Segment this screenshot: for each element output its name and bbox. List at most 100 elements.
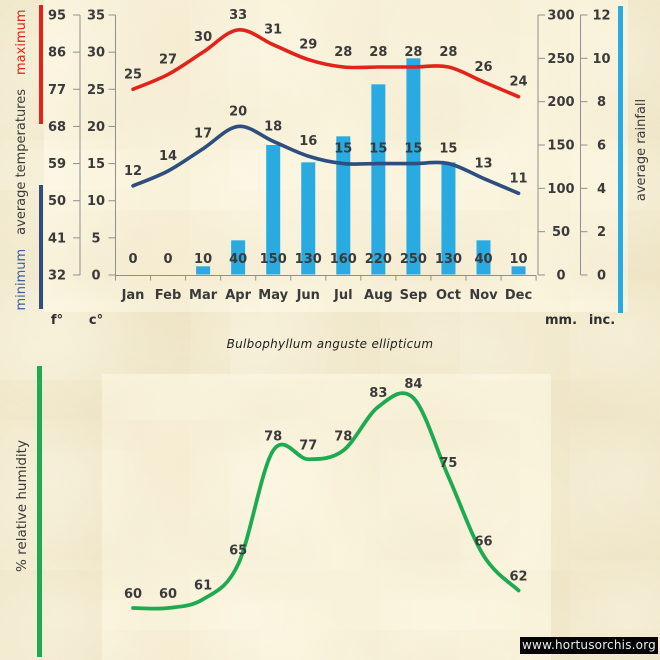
c-tick-label: 30: [87, 46, 105, 61]
month-label: Nov: [469, 288, 498, 303]
f-tick-label: 41: [48, 231, 66, 246]
rainfall-value-label: 130: [295, 252, 322, 267]
humidity-axis-legend: % relative humidity: [14, 440, 30, 572]
c-tick-label: 25: [87, 83, 105, 98]
minimum-label: minimum: [13, 248, 29, 311]
inc-tick-label: 10: [592, 52, 610, 67]
humidity-value-label: 78: [264, 430, 282, 445]
humidity-value-label: 78: [334, 430, 352, 445]
max-temp-value-label: 27: [159, 52, 177, 67]
max-temp-value-label: 28: [334, 45, 352, 60]
inc-tick-label: 8: [597, 95, 606, 110]
top-chart-panel: [44, 0, 628, 312]
humidity-key-bar: [37, 366, 42, 657]
humidity-value-label: 77: [299, 438, 317, 453]
min-temp-value-label: 12: [124, 164, 142, 179]
c-tick-label: 15: [87, 157, 105, 172]
humidity-value-label: 60: [124, 587, 142, 602]
humidity-value-label: 60: [159, 587, 177, 602]
month-label: Jan: [121, 288, 145, 303]
c-tick-label: 35: [87, 9, 105, 24]
f-tick-label: 86: [48, 46, 66, 61]
mm-tick-label: 100: [547, 182, 574, 197]
bottom-chart-panel: [102, 374, 551, 660]
max-temp-key-bar: [39, 5, 43, 124]
rainfall-bar: [371, 84, 386, 275]
mm-tick-label: 150: [547, 139, 574, 154]
humidity-value-label: 75: [439, 456, 457, 471]
max-temp-value-label: 24: [510, 75, 528, 90]
mm-tick-label: 250: [547, 52, 574, 67]
min-temp-curve: [131, 124, 521, 196]
max-temp-value-label: 30: [194, 30, 212, 45]
month-label: Dec: [505, 288, 532, 303]
inc-tick-label: 6: [597, 139, 606, 154]
rainfall-value-label: 250: [400, 252, 427, 267]
min-temp-value-label: 20: [229, 104, 247, 119]
c-tick-label: 0: [91, 269, 100, 284]
rainfall-value-label: 10: [510, 252, 528, 267]
min-temp-value-label: 18: [264, 119, 282, 134]
rainfall-value-label: 150: [260, 252, 287, 267]
humidity-value-label: 66: [474, 535, 492, 550]
fahrenheit-unit-label: f°: [50, 313, 64, 328]
humidity-value-label: 84: [404, 377, 422, 392]
humidity-value-label: 83: [369, 386, 387, 401]
rainfall-bar: [511, 266, 526, 275]
humidity-value-label: 65: [229, 543, 247, 558]
month-label: Aug: [364, 288, 393, 303]
max-temp-value-label: 29: [299, 38, 317, 53]
celsius-unit-label: c°: [88, 313, 104, 328]
mm-tick-label: 300: [547, 9, 574, 24]
f-tick-label: 77: [48, 83, 66, 98]
rainfall-value-label: 40: [474, 252, 492, 267]
rainfall-value-label: 160: [330, 252, 357, 267]
humidity-curve: [131, 391, 521, 611]
rainfall-bar: [266, 145, 281, 275]
rainfall-axis-legend: average rainfall: [633, 98, 649, 202]
average-temperatures-label: average temperatures: [13, 88, 29, 235]
inc-tick-label: 4: [597, 182, 606, 197]
month-label: Apr: [225, 288, 251, 303]
min-temp-value-label: 15: [439, 142, 457, 157]
max-temp-value-label: 28: [439, 45, 457, 60]
month-label: Jul: [333, 288, 353, 303]
rainfall-value-label: 130: [435, 252, 462, 267]
month-label: May: [258, 288, 288, 303]
rainfall-value-label: 0: [164, 252, 173, 267]
month-label: Feb: [155, 288, 181, 303]
rainfall-bar: [406, 58, 421, 275]
humidity-value-label: 62: [510, 570, 528, 585]
max-temp-value-label: 33: [229, 8, 247, 23]
max-temp-value-label: 26: [474, 60, 492, 75]
website-watermark: www.hortusorchis.org: [520, 637, 658, 654]
inc-tick-label: 0: [597, 269, 606, 284]
c-tick-label: 5: [91, 231, 100, 246]
min-temp-value-label: 16: [299, 134, 317, 149]
min-temp-value-label: 15: [334, 142, 352, 157]
inches-unit-label: inc.: [588, 313, 616, 328]
c-tick-label: 10: [87, 194, 105, 209]
rainfall-bar: [231, 240, 246, 275]
month-label: Jun: [296, 288, 320, 303]
species-title: Bulbophyllum anguste ellipticum: [226, 337, 434, 351]
rainfall-value-label: 10: [194, 252, 212, 267]
rainfall-bar: [336, 136, 351, 275]
max-temp-value-label: 31: [264, 23, 282, 38]
f-tick-label: 50: [48, 194, 66, 209]
min-temp-value-label: 11: [510, 171, 528, 186]
max-temp-curve: [131, 28, 521, 99]
month-label: Mar: [189, 288, 218, 303]
temperature-axis-legend: minimum average temperatures maximum: [13, 9, 29, 311]
f-tick-label: 59: [48, 157, 66, 172]
max-temp-value-label: 28: [404, 45, 422, 60]
f-tick-label: 32: [48, 269, 66, 284]
mm-tick-label: 0: [556, 269, 565, 284]
min-temp-key-bar: [39, 185, 43, 309]
humidity-value-label: 61: [194, 578, 212, 593]
rainfall-bar: [301, 162, 316, 275]
f-tick-label: 68: [48, 120, 66, 135]
rainfall-value-label: 40: [229, 252, 247, 267]
rainfall-value-label: 0: [128, 252, 137, 267]
